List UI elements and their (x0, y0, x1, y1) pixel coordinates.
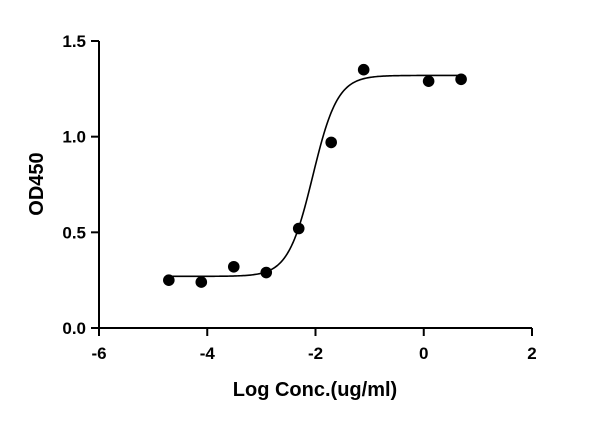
y-axis-title: OD450 (26, 152, 48, 215)
data-point (357, 63, 370, 76)
data-point (195, 276, 208, 288)
x-ticks: -6 -4 -2 0 2 (91, 328, 537, 363)
data-point (292, 222, 305, 235)
x-tick-label: -4 (200, 344, 216, 363)
y-tick-label: 1.5 (62, 32, 86, 51)
x-tick-label: 2 (527, 344, 536, 363)
x-tick-label: 0 (419, 344, 428, 363)
y-tick-label: 0.0 (62, 319, 86, 338)
y-tick-label: 1.0 (62, 128, 86, 147)
fit-curve (168, 74, 462, 278)
data-point (163, 274, 175, 286)
x-tick-label: -2 (308, 344, 323, 363)
axes: 0.0 0.5 1.0 1.5 -6 -4 -2 0 2 (62, 32, 536, 363)
data-points (163, 63, 467, 288)
data-point (422, 75, 435, 87)
data-point (227, 260, 240, 273)
y-ticks: 0.0 0.5 1.0 1.5 (62, 32, 99, 338)
data-point (260, 266, 273, 279)
x-tick-label: -6 (91, 344, 106, 363)
data-point (325, 136, 337, 149)
data-point (455, 73, 467, 86)
y-tick-label: 0.5 (62, 223, 86, 242)
x-axis-title: Log Conc.(ug/ml) (233, 379, 397, 401)
